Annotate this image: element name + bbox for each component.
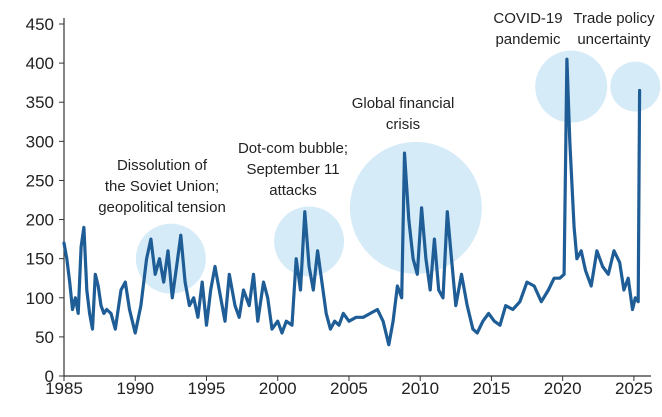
- highlight-bubbles: [135, 50, 661, 294]
- annotation-label: Trade policy: [573, 10, 655, 27]
- highlight-bubble: [535, 50, 608, 123]
- annotation-label: the Soviet Union;: [105, 178, 219, 195]
- annotation-label: pandemic: [495, 31, 561, 48]
- y-tick-label: 50: [35, 328, 54, 347]
- highlight-bubble: [610, 61, 661, 112]
- y-tick-label: 300: [26, 132, 54, 151]
- annotation-label: crisis: [386, 116, 420, 133]
- annotation-label: geopolitical tension: [98, 199, 226, 216]
- x-tick-label: 2020: [544, 379, 582, 398]
- annotation-label: Global financial: [352, 95, 455, 112]
- x-tick-label: 2000: [259, 379, 297, 398]
- highlight-bubble: [349, 141, 482, 274]
- annotation-label: Dissolution of: [117, 157, 208, 174]
- series-line: [62, 57, 642, 347]
- y-tick-label: 100: [26, 289, 54, 308]
- tick-labels: 0 50 100 150 200 250 300 350 400 450 1985 1990 1995 2…: [26, 15, 653, 398]
- annotation-label: COVID-19: [493, 10, 562, 27]
- series-lines: [62, 57, 642, 347]
- y-tick-label: 0: [45, 367, 54, 386]
- y-tick-label: 150: [26, 250, 54, 269]
- highlight-bubble: [135, 223, 206, 294]
- x-tick-label: 1995: [188, 379, 226, 398]
- y-tick-label: 200: [26, 211, 54, 230]
- axes: [59, 18, 651, 381]
- x-tick-label: 2025: [615, 379, 653, 398]
- x-tick-label: 2010: [401, 379, 439, 398]
- annotation-label: attacks: [269, 182, 317, 199]
- annotation-label: Dot-com bubble;: [238, 140, 348, 157]
- x-tick-label: 1990: [116, 379, 154, 398]
- annotation-label: September 11: [246, 161, 339, 178]
- x-tick-label: 2005: [330, 379, 368, 398]
- y-tick-label: 450: [26, 15, 54, 34]
- annotations: Dissolution of the Soviet Union; geopoliti…: [98, 10, 655, 216]
- y-tick-label: 350: [26, 93, 54, 112]
- x-tick-label: 1985: [45, 379, 83, 398]
- highlight-bubble: [274, 206, 345, 277]
- y-tick-label: 400: [26, 54, 54, 73]
- x-tick-label: 2015: [473, 379, 511, 398]
- annotation-label: uncertainty: [577, 31, 651, 48]
- y-tick-label: 250: [26, 171, 54, 190]
